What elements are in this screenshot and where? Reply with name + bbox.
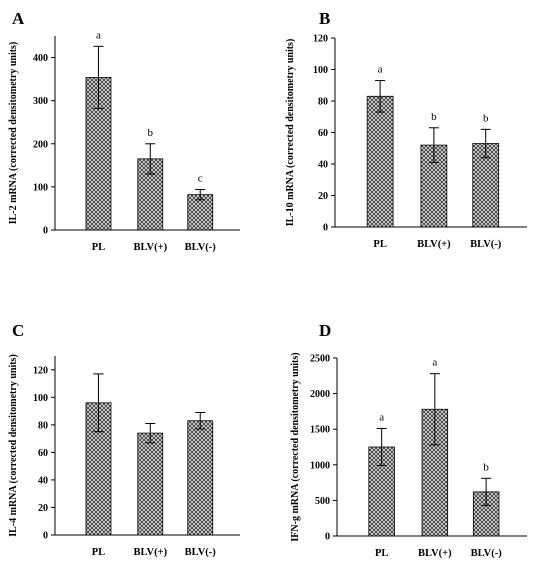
x-tick-label: BLV(+) [418,548,452,559]
x-tick-label: BLV(+) [417,239,451,250]
chart-panel-D: D 0 500 1000 1500 2000 2500 IFN-g mRNA (correct… [290,321,527,559]
y-tick-label: 20 [38,503,48,514]
y-tick-label: 120 [313,34,328,45]
y-tick-label: 1500 [310,425,330,436]
y-tick-label: 0 [323,223,328,234]
y-tick-label: 2000 [310,389,330,400]
y-tick-label: 100 [313,65,328,76]
y-tick-label: 1000 [310,460,330,471]
significance-letter: a [379,411,384,423]
y-axis-label: IFN-g mRNA (corrected densitometry units… [290,352,301,541]
bar-BLV(+) [137,432,164,536]
x-tick-label: PL [375,548,388,559]
x-tick-label: BLV(+) [133,547,167,558]
chart-panel-A: A 0 100 200 300 400 IL-2 mRNA (corrected densi… [8,9,240,253]
y-tick-label: 20 [318,191,328,202]
significance-letter: a [378,64,383,76]
y-tick-label: 120 [33,365,48,376]
y-tick-label: 200 [33,139,48,150]
x-tick-label: PL [92,242,105,253]
significance-letter: a [96,29,101,41]
y-tick-label: 500 [315,496,330,507]
significance-letter: b [148,127,154,139]
x-tick-label: PL [373,239,386,250]
y-tick-label: 400 [33,53,48,64]
y-tick-label: 0 [325,532,330,543]
y-tick-label: 60 [318,128,328,139]
x-tick-label: BLV(+) [133,242,167,253]
chart-panel-C: C 0 20 40 60 80 100 120 IL-4 mRNA (corrected den… [8,321,240,558]
y-tick-label: 40 [318,160,328,171]
y-axis-label: IL-2 mRNA (corrected densitometry units) [8,42,19,225]
y-tick-label: 0 [43,226,48,237]
y-tick-label: 300 [33,96,48,107]
bar-BLV(-) [187,420,214,536]
chart-panel-B: B 0 20 40 60 80 100 120 IL-10 mRNA (corrected de… [285,9,527,250]
y-tick-label: 40 [38,475,48,486]
y-tick-label: 80 [38,420,48,431]
significance-letter: b [431,111,437,123]
panel-letter: B [319,9,330,28]
significance-letter: c [198,172,203,184]
y-tick-label: 2500 [310,354,330,365]
significance-letter: b [483,112,489,124]
panel-letter: A [12,9,25,28]
x-tick-label: BLV(-) [470,239,502,250]
y-axis-label: IL-4 mRNA (corrected densitometry units) [8,354,19,537]
y-tick-label: 100 [33,182,48,193]
y-axis-label: IL-10 mRNA (corrected densitometry units… [285,39,296,227]
x-tick-label: BLV(-) [185,547,217,558]
significance-letter: b [483,461,489,473]
y-tick-label: 60 [38,448,48,459]
x-tick-label: BLV(-) [471,548,503,559]
panel-letter: C [12,321,24,340]
panel-letter: D [319,321,331,340]
y-tick-label: 100 [33,393,48,404]
bar-PL [366,95,394,228]
y-tick-label: 0 [43,531,48,542]
x-tick-label: PL [92,547,105,558]
y-tick-label: 80 [318,97,328,108]
bar-BLV(-) [187,194,214,231]
x-tick-label: BLV(-) [185,242,217,253]
significance-letter: a [432,357,437,369]
